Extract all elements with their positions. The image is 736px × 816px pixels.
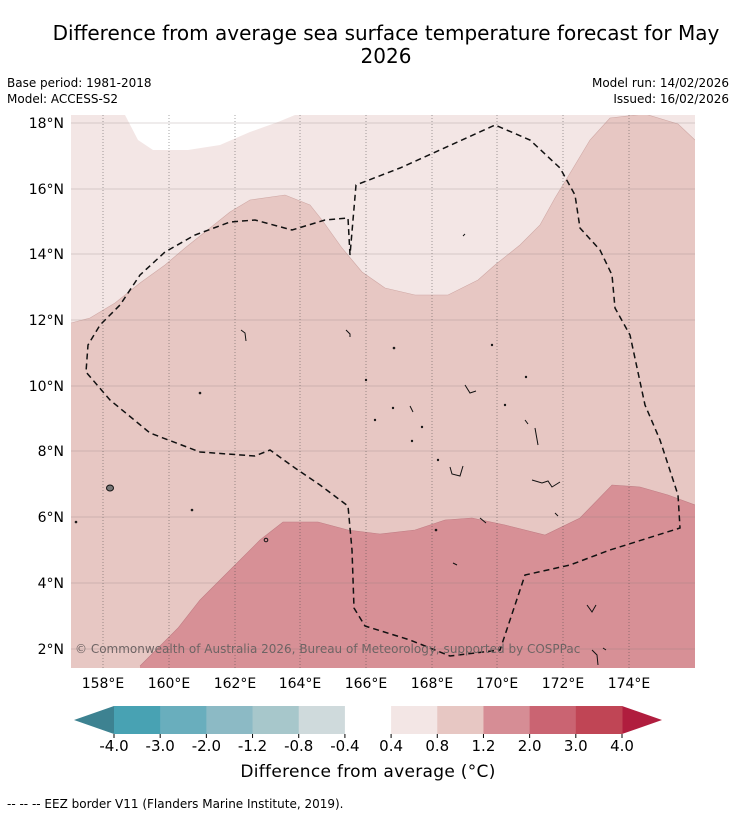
colorbar-segment	[114, 706, 161, 734]
lon-label: 158°E	[82, 676, 125, 692]
map-area: © Commonwealth of Australia 2026, Bureau…	[71, 115, 695, 668]
colorbar-over-triangle	[622, 706, 662, 734]
meta-left: Base period: 1981-2018 Model: ACCESS-S2	[7, 75, 152, 107]
lon-label: 174°E	[608, 676, 651, 692]
lat-label: 10°N	[29, 379, 64, 395]
colorbar-tick-label: 1.2	[472, 737, 496, 755]
longitude-labels: 158°E 160°E 162°E 164°E 166°E 168°E 170°…	[82, 676, 651, 692]
chart-title: Difference from average sea surface temp…	[52, 21, 720, 68]
lon-label: 172°E	[542, 676, 585, 692]
colorbar-tick-label: 2.0	[518, 737, 542, 755]
lat-label: 16°N	[29, 182, 64, 198]
lat-label: 12°N	[29, 313, 64, 329]
lon-label: 162°E	[214, 676, 257, 692]
base-period: Base period: 1981-2018	[7, 76, 152, 90]
colorbar-tick-label: -3.0	[146, 737, 175, 755]
colorbar-tick-labels: -4.0 -3.0 -2.0 -1.2 -0.8 -0.4 0.4 0.8 1.2 2.0 3.0 4…	[99, 734, 634, 755]
colorbar-tick-label: -4.0	[99, 737, 128, 755]
colorbar-title: Difference from average (°C)	[240, 762, 496, 782]
lon-label: 160°E	[148, 676, 191, 692]
colorbar-segment	[483, 706, 531, 734]
issued-date: Issued: 16/02/2026	[613, 92, 729, 106]
colorbar-tick-label: 0.4	[379, 737, 403, 755]
colorbar-segment	[391, 706, 438, 734]
lat-label: 18°N	[29, 116, 64, 132]
footer-note: -- -- -- EEZ border V11 (Flanders Marine…	[7, 797, 344, 811]
colorbar-tick-label: 3.0	[564, 737, 588, 755]
model-run: Model run: 14/02/2026	[591, 76, 729, 90]
lon-label: 164°E	[279, 676, 322, 692]
copyright-text: © Commonwealth of Australia 2026, Bureau…	[75, 642, 580, 656]
lon-label: 166°E	[345, 676, 388, 692]
colorbar-segment	[344, 706, 392, 734]
colorbar-segment	[160, 706, 207, 734]
region-neutral-north	[125, 115, 295, 150]
region-0.4-0.8-north	[71, 115, 695, 323]
colorbar-tick-label: -0.4	[330, 737, 359, 755]
region-1.2-2.0-south	[140, 485, 695, 668]
eez-border	[85, 124, 681, 657]
colorbar: -4.0 -3.0 -2.0 -1.2 -0.8 -0.4 0.4 0.8 1.2 2.0 3.0 4…	[74, 706, 662, 755]
colorbar-tick-label: 4.0	[610, 737, 634, 755]
lat-label: 2°N	[38, 642, 64, 658]
lon-label: 170°E	[476, 676, 519, 692]
colorbar-segment	[206, 706, 254, 734]
latitude-labels: 18°N 16°N 14°N 12°N 10°N 8°N 6°N 4°N 2°N	[29, 116, 64, 658]
colorbar-segment	[298, 706, 346, 734]
lat-label: 4°N	[38, 576, 64, 592]
colorbar-segment	[575, 706, 623, 734]
colorbar-tick-label: -0.8	[284, 737, 313, 755]
contour-0.8	[71, 115, 695, 324]
colorbar-segment	[252, 706, 300, 734]
model-name: Model: ACCESS-S2	[7, 92, 119, 106]
colorbar-under-triangle	[74, 706, 114, 734]
colorbar-tick-label: -2.0	[192, 737, 221, 755]
colorbar-segment	[529, 706, 577, 734]
lat-label: 6°N	[38, 510, 64, 526]
islands	[74, 233, 607, 666]
contour-1.2	[139, 484, 695, 667]
colorbar-tick-label: -1.2	[238, 737, 267, 755]
lat-label: 8°N	[38, 444, 64, 460]
lon-label: 168°E	[411, 676, 454, 692]
colorbar-tick-label: 0.8	[425, 737, 449, 755]
meta-right: Model run: 14/02/2026 Issued: 16/02/2026	[592, 75, 729, 107]
lat-label: 14°N	[29, 247, 64, 263]
colorbar-segment	[437, 706, 484, 734]
latitude-gridlines	[71, 122, 695, 650]
colorbar-segments	[114, 706, 623, 734]
map-figure: © Commonwealth of Australia 2026, Bureau…	[29, 115, 695, 755]
